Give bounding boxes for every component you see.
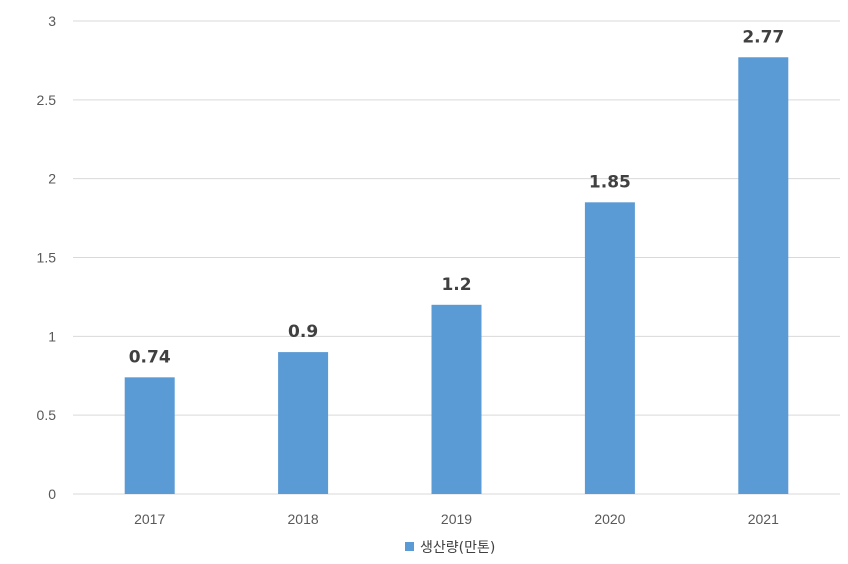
- data-label: 1.85: [589, 172, 631, 192]
- legend-label: 생산량(만톤): [420, 540, 495, 556]
- x-tick-label: 2021: [748, 511, 779, 527]
- y-tick-label: 2.5: [37, 92, 57, 108]
- y-tick-label: 0: [48, 486, 56, 502]
- y-tick-label: 1: [48, 328, 56, 344]
- legend-swatch: [405, 542, 414, 551]
- y-tick-label: 3: [48, 13, 56, 29]
- data-label: 2.77: [742, 27, 784, 47]
- data-label: 1.2: [441, 275, 471, 295]
- x-axis-tick-labels: 2017 2018 2019 2020 2021: [134, 511, 779, 527]
- bar: [278, 352, 329, 494]
- y-tick-label: 1.5: [37, 250, 57, 266]
- y-tick-label: 0.5: [37, 407, 57, 423]
- bar: [738, 57, 789, 494]
- bars: [124, 57, 789, 495]
- data-label: 0.9: [288, 322, 318, 342]
- x-tick-label: 2018: [288, 511, 319, 527]
- x-tick-label: 2020: [594, 511, 625, 527]
- y-axis-tick-labels: 0 0.5 1 1.5 2 2.5 3: [37, 13, 57, 502]
- legend: 생산량(만톤): [405, 540, 495, 556]
- x-tick-label: 2017: [134, 511, 165, 527]
- data-label: 0.74: [129, 347, 171, 367]
- y-tick-label: 2: [48, 171, 56, 187]
- bar: [584, 202, 635, 495]
- x-tick-label: 2019: [441, 511, 472, 527]
- bar: [124, 377, 175, 494]
- bar: [431, 304, 482, 494]
- data-labels: 0.74 0.9 1.2 1.85 2.77: [129, 27, 785, 367]
